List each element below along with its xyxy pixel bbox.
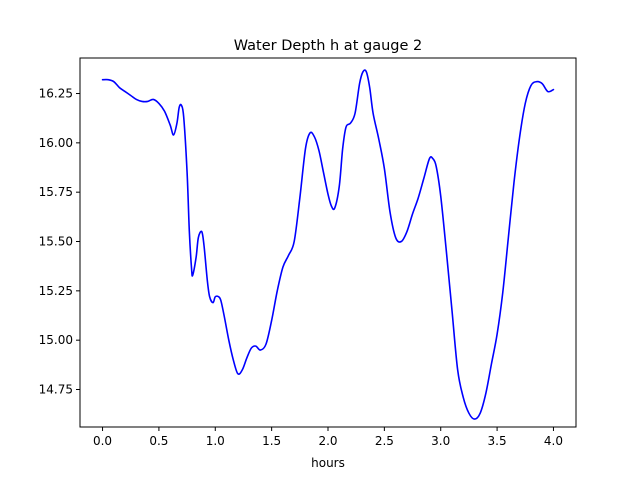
y-tick-label: 15.00 <box>39 333 73 347</box>
axes-frame <box>79 57 577 428</box>
plot-area <box>101 69 555 420</box>
y-tick-label: 14.75 <box>39 383 73 397</box>
series-line-water-depth <box>101 69 555 420</box>
x-tick-label: 3.5 <box>488 434 507 448</box>
chart-title: Water Depth h at gauge 2 <box>234 38 422 54</box>
y-tick-label: 15.75 <box>39 185 73 199</box>
x-tick-label: 1.0 <box>206 434 225 448</box>
y-tick-label: 16.00 <box>39 136 73 150</box>
x-tick-label: 4.0 <box>544 434 563 448</box>
x-tick-label: 3.0 <box>431 434 450 448</box>
x-axis-label: hours <box>311 456 345 470</box>
x-axis: 0.0 0.5 1.0 1.5 2.0 2.5 3.0 3.5 4.0 <box>93 427 563 448</box>
y-tick-label: 15.25 <box>39 284 73 298</box>
x-tick-label: 2.5 <box>375 434 394 448</box>
x-tick-label: 2.0 <box>318 434 337 448</box>
y-tick-label: 15.50 <box>39 235 73 249</box>
x-tick-label: 0.5 <box>149 434 168 448</box>
y-tick-label: 16.25 <box>39 87 73 101</box>
x-tick-label: 0.0 <box>93 434 112 448</box>
y-axis: 14.75 15.00 15.25 15.50 15.75 16.00 16.25 <box>39 87 80 397</box>
x-tick-label: 1.5 <box>262 434 281 448</box>
